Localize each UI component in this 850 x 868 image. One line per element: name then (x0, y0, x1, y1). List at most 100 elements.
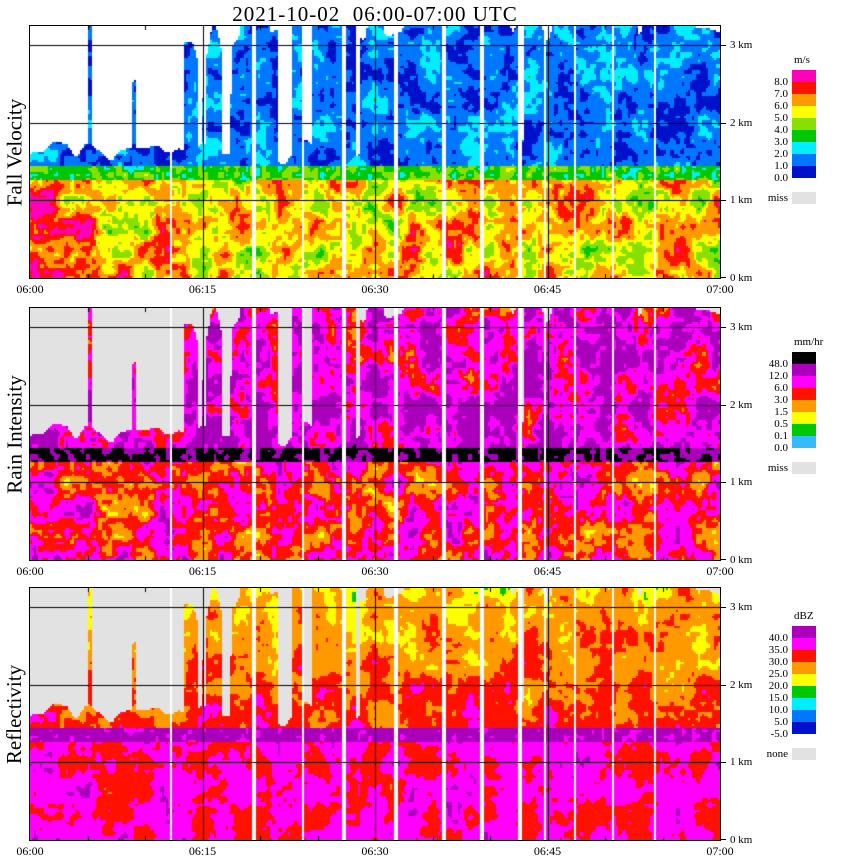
y-tick-label: 3 km (730, 321, 753, 334)
x-tick-label: 06:15 (188, 282, 217, 296)
colorbar-cell (792, 674, 816, 686)
colorbar-tick-label: 10.0 (768, 704, 788, 716)
colorbar-missing-cell (792, 748, 816, 760)
colorbar-cell (792, 424, 816, 436)
colorbar-cell (792, 118, 816, 130)
colorbar-cell (792, 352, 816, 364)
rain-intensity-time-axis: 06:00 06:15 06:30 06:45 07:00 (16, 564, 733, 579)
rain-intensity-colorbar: mm/hr 48.0 12.0 6.0 3.0 1.5 0.5 0.1 0.0 miss (754, 336, 824, 474)
colorbar-cell (792, 400, 816, 412)
y-tick-label: 2 km (730, 116, 753, 129)
colorbar-tick-label: 5.0 (774, 112, 788, 124)
axis-title-text: Reflectivity (2, 664, 27, 764)
x-tick-label: 07:00 (706, 844, 734, 858)
colorbar-tick-label: 48.0 (768, 358, 788, 370)
colorbar-tick-label: 3.0 (774, 136, 788, 148)
colorbar-cell (792, 142, 816, 154)
colorbar-cell (792, 626, 816, 638)
colorbar-cell (792, 686, 816, 698)
colorbar-tick-label: 0.0 (774, 442, 788, 454)
colorbar-tick-label: 30.0 (768, 656, 788, 668)
x-tick-label: 06:15 (188, 844, 217, 858)
y-tick-label: 0 km (730, 834, 753, 846)
colorbar-missing-label: miss (767, 192, 788, 204)
colorbar-cell (792, 412, 816, 424)
chart-title: 2021-10-02 06:00-07:00 UTC (232, 2, 518, 26)
colorbar-missing-label: none (766, 748, 788, 760)
x-tick-label: 06:30 (361, 844, 389, 858)
y-tick-mark (720, 122, 726, 124)
colorbar-cell (792, 698, 816, 710)
fall-velocity-plot: 3 km 2 km 1 km 0 km (29, 25, 752, 284)
rain-intensity-plot: 3 km 2 km 1 km 0 km (29, 307, 752, 566)
colorbar-tick-label: 0.5 (774, 418, 788, 430)
y-tick-mark (720, 762, 726, 764)
x-tick-label: 06:45 (533, 844, 562, 858)
x-tick-label: 07:00 (706, 564, 734, 578)
colorbar-tick-label: 2.0 (774, 148, 788, 160)
colorbar-tick-label: 6.0 (774, 382, 788, 394)
y-tick-label: 0 km (730, 272, 753, 284)
colorbar-cell (792, 650, 816, 662)
colorbar-cell (792, 94, 816, 106)
y-tick-label: 3 km (730, 601, 753, 614)
y-tick-mark (720, 200, 726, 202)
colorbar-unit-label: m/s (794, 54, 810, 66)
axis-title-text: Rain Intensity (2, 374, 27, 494)
fall-velocity-colorbar: m/s 8.0 7.0 6.0 5.0 4.0 3.0 2.0 1.0 0.0 miss (754, 54, 824, 204)
colorbar-tick-label: 0.0 (774, 172, 788, 184)
rain-intensity-axis-title: Rain Intensity (2, 307, 28, 561)
colorbar-missing-cell (792, 192, 816, 204)
colorbar-tick-label: 8.0 (774, 76, 788, 88)
colorbar-tick-label: 15.0 (768, 692, 788, 704)
y-tick-label: 1 km (730, 476, 753, 489)
x-tick-label: 06:00 (16, 844, 44, 858)
y-tick-mark (720, 277, 726, 278)
reflectivity-time-axis: 06:00 06:15 06:30 06:45 07:00 (16, 844, 733, 859)
colorbar-cell (792, 376, 816, 388)
x-tick-label: 06:45 (533, 564, 562, 578)
y-tick-label: 1 km (730, 756, 753, 769)
colorbar-unit-label: mm/hr (794, 336, 824, 348)
reflectivity-plot: 3 km 2 km 1 km 0 km (29, 587, 752, 846)
x-tick-label: 06:45 (533, 282, 562, 296)
fall-velocity-time-axis: 06:00 06:15 06:30 06:45 07:00 (16, 282, 733, 297)
y-tick-mark (720, 482, 726, 484)
colorbar-tick-label: 7.0 (774, 88, 788, 100)
colorbar-cell (792, 154, 816, 166)
colorbar-tick-label: 5.0 (774, 716, 788, 728)
axis-title-text: Fall Velocity (2, 98, 27, 206)
y-tick-label: 3 km (730, 39, 753, 52)
rain-intensity-heatmap (30, 308, 720, 560)
fall-velocity-heatmap (30, 26, 720, 278)
colorbar-cell (792, 436, 816, 448)
y-tick-mark (720, 327, 726, 329)
y-tick-mark (720, 559, 726, 560)
y-tick-label: 2 km (730, 398, 753, 411)
colorbar-tick-label: 35.0 (768, 644, 788, 656)
reflectivity-axis-title: Reflectivity (2, 587, 28, 841)
colorbar-unit-label: dBZ (794, 610, 814, 622)
colorbar-cell (792, 364, 816, 376)
colorbar-cell (792, 722, 816, 734)
colorbar-cell (792, 70, 816, 82)
reflectivity-heatmap (30, 588, 720, 840)
colorbar-tick-label: 40.0 (768, 632, 788, 644)
x-tick-label: 06:30 (361, 564, 389, 578)
y-tick-mark (720, 607, 726, 609)
y-tick-mark (720, 404, 726, 406)
y-tick-mark (720, 839, 726, 840)
y-tick-label: 2 km (730, 678, 753, 691)
x-tick-label: 06:15 (188, 564, 217, 578)
y-tick-label: 1 km (730, 194, 753, 207)
colorbar-tick-label: 12.0 (768, 370, 788, 382)
y-tick-mark (720, 684, 726, 686)
colorbar-cell (792, 710, 816, 722)
colorbar-missing-cell (792, 462, 816, 474)
colorbar-tick-label: 0.1 (774, 430, 788, 442)
colorbar-tick-label: 3.0 (774, 394, 788, 406)
colorbar-cell (792, 662, 816, 674)
reflectivity-colorbar: dBZ 40.0 35.0 30.0 25.0 20.0 15.0 10.0 5.0 -5.0 no… (754, 610, 824, 760)
colorbar-cell (792, 106, 816, 118)
colorbar-cell (792, 82, 816, 94)
